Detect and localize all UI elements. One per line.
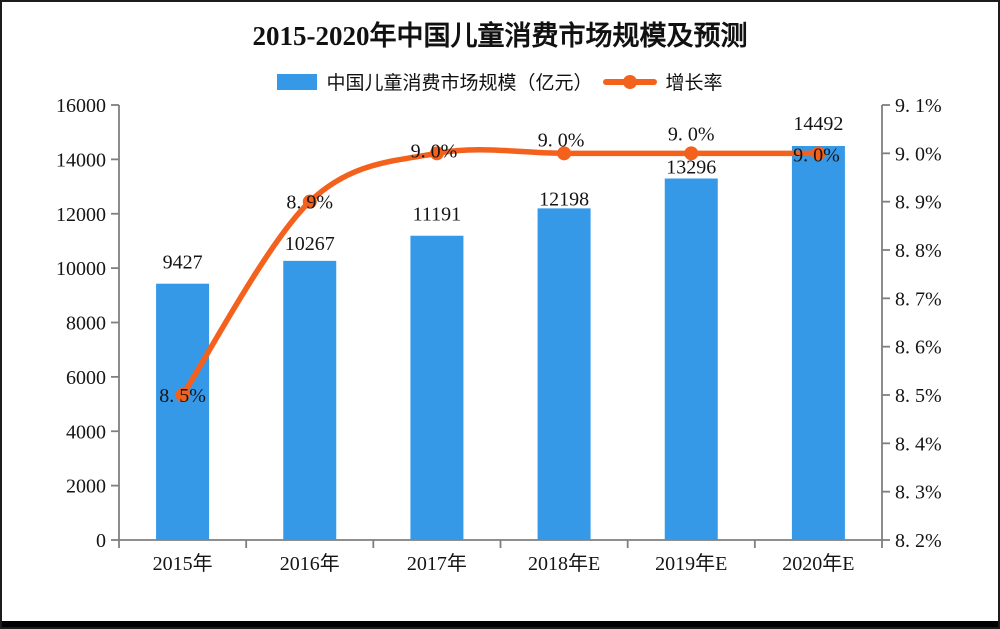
left-axis-tick-label: 6000	[66, 367, 106, 389]
growth-line	[179, 147, 822, 398]
x-axis-label: 2019年E	[655, 552, 727, 575]
line-marker-2017年	[429, 146, 444, 161]
left-axis-tick-label: 4000	[66, 421, 106, 443]
left-axis-tick-label: 2000	[66, 476, 106, 498]
right-axis-tick-label: 8. 5%	[895, 385, 942, 407]
right-axis-tick-label: 8. 2%	[895, 530, 942, 552]
legend: 中国儿童消费市场规模（亿元） 增长率	[2, 68, 998, 95]
left-axis-tick-label: 12000	[56, 204, 106, 226]
bar-value-label: 12198	[539, 188, 589, 210]
line-point-label: 9. 0%	[411, 140, 458, 162]
left-axis-tick-label: 10000	[56, 258, 106, 280]
bar-value-label: 11191	[413, 204, 462, 226]
x-axis-label: 2017年	[407, 552, 467, 575]
bar-series-swatch-icon	[277, 73, 318, 90]
x-axis-label: 2018年E	[528, 552, 600, 575]
line-point-label: 9. 0%	[793, 144, 840, 166]
bar-value-label: 9427	[163, 252, 203, 274]
line-point-label: 8. 9%	[286, 192, 333, 214]
bar-2020年E	[791, 145, 845, 540]
right-axis-tick-label: 8. 6%	[895, 337, 942, 359]
line-series-legend-label: 增长率	[665, 73, 723, 94]
right-axis-tick-label: 8. 9%	[895, 192, 942, 214]
bar-2017年	[410, 235, 464, 540]
right-axis-tick-label: 8. 4%	[895, 433, 942, 455]
line-series-swatch-icon	[602, 74, 657, 89]
left-axis-tick-label: 0	[96, 530, 106, 552]
line-marker-2018年E	[557, 146, 572, 161]
line-marker-icon	[622, 74, 637, 89]
chart-title: 2015-2020年中国儿童消费市场规模及预测	[252, 21, 748, 51]
line-point-label: 8. 5%	[159, 385, 206, 407]
bar-2018年E	[537, 208, 591, 540]
x-axis-label: 2015年	[153, 552, 213, 575]
bar-value-label: 13296	[666, 157, 716, 179]
line-point-label: 9. 0%	[668, 123, 715, 145]
bar-series-legend-label: 中国儿童消费市场规模（亿元）	[326, 73, 593, 94]
bar-2016年	[283, 260, 337, 540]
right-axis-tick-label: 8. 8%	[895, 240, 942, 262]
x-axis-label: 2020年E	[782, 552, 854, 575]
right-axis-tick-label: 9. 1%	[895, 95, 942, 117]
bar-2019年E	[664, 178, 718, 540]
right-axis-tick-label: 8. 7%	[895, 288, 942, 310]
bar-2015年	[156, 283, 210, 540]
left-axis-tick-label: 8000	[66, 313, 106, 335]
legend-item-bar-series: 中国儿童消费市场规模（亿元）	[277, 68, 593, 95]
bottom-edge-bar	[2, 621, 998, 627]
line-marker-2019年E	[684, 146, 699, 161]
line-marker-2015年	[175, 388, 190, 402]
right-axis-tick-label: 9. 0%	[895, 143, 942, 165]
left-axis-tick-label: 14000	[56, 149, 106, 171]
line-marker-2020年E	[811, 146, 826, 161]
x-axis-label: 2016年	[280, 552, 340, 575]
bar-value-label: 14492	[793, 113, 843, 135]
bar-value-label: 10267	[285, 233, 335, 255]
line-point-label: 9. 0%	[538, 129, 585, 151]
line-marker-2016年	[302, 194, 317, 209]
left-axis-tick-label: 16000	[56, 95, 106, 117]
legend-item-line-series: 增长率	[602, 68, 723, 95]
right-axis-tick-label: 8. 3%	[895, 482, 942, 504]
